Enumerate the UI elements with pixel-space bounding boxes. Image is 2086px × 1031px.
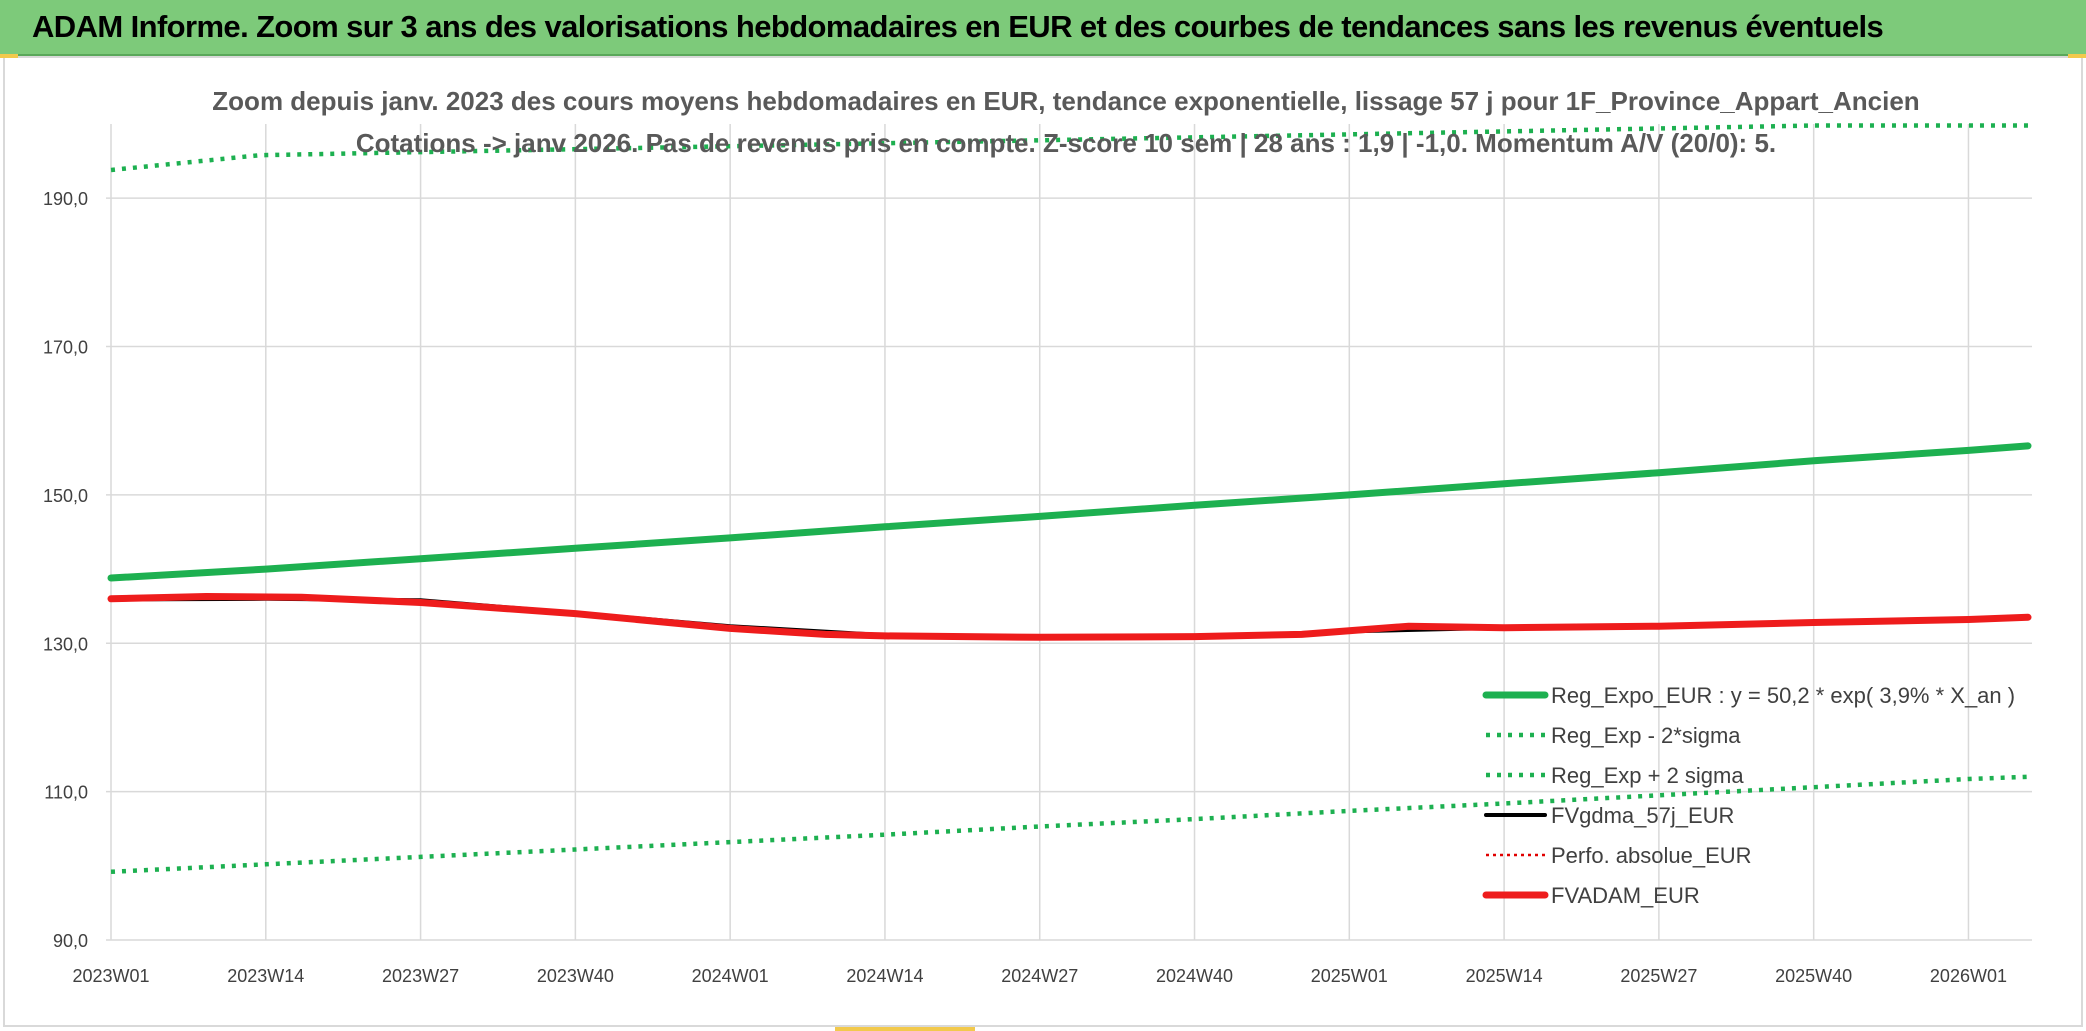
y-tick-label: 110,0 bbox=[44, 783, 88, 803]
report-banner: ADAM Informe. Zoom sur 3 ans des valoris… bbox=[0, 0, 2086, 56]
legend-entry: Reg_Exp + 2 sigma bbox=[1551, 763, 1744, 788]
chart-frame bbox=[3, 56, 2083, 1027]
y-axis-tick-labels: 90,0 110,0 130,0 150,0 170,0 190,0 bbox=[43, 189, 88, 951]
x-tick-label: 2023W01 bbox=[72, 966, 149, 986]
legend-entry: FVgdma_57j_EUR bbox=[1551, 803, 1734, 828]
y-tick-label: 190,0 bbox=[43, 189, 88, 209]
y-tick-label: 90,0 bbox=[53, 931, 88, 951]
legend-entry: Perfo. absolue_EUR bbox=[1551, 843, 1752, 868]
chart-title-line-2: Cotations -> janv 2026. Pas de revenus p… bbox=[356, 128, 1776, 158]
x-tick-label: 2024W27 bbox=[1001, 966, 1078, 986]
y-tick-label: 170,0 bbox=[43, 338, 88, 358]
x-tick-label: 2025W27 bbox=[1620, 966, 1697, 986]
x-tick-label: 2024W14 bbox=[846, 966, 923, 986]
x-tick-label: 2023W27 bbox=[382, 966, 459, 986]
chart-series bbox=[107, 123, 2032, 875]
legend-entry: FVADAM_EUR bbox=[1551, 883, 1700, 908]
chart-legend: Reg_Expo_EUR : y = 50,2 * exp( 3,9% * X_… bbox=[1482, 683, 2015, 908]
x-tick-label: 2025W14 bbox=[1466, 966, 1543, 986]
x-tick-label: 2025W40 bbox=[1775, 966, 1852, 986]
y-tick-label: 150,0 bbox=[43, 486, 88, 506]
report-banner-title: ADAM Informe. Zoom sur 3 ans des valoris… bbox=[32, 9, 1884, 44]
x-tick-label: 2023W40 bbox=[537, 966, 614, 986]
x-tick-label: 2023W14 bbox=[227, 966, 304, 986]
y-tick-label: 130,0 bbox=[43, 634, 88, 654]
chart-grid bbox=[106, 124, 2032, 941]
frame-corner-bottom-center bbox=[835, 1027, 975, 1031]
x-tick-label: 2024W01 bbox=[692, 966, 769, 986]
x-tick-label: 2025W01 bbox=[1311, 966, 1388, 986]
series-line bbox=[110, 123, 2028, 173]
x-axis-tick-labels: 2023W01 2023W14 2023W27 2023W40 2024W01 2024W… bbox=[72, 966, 2007, 986]
x-tick-label: 2026W01 bbox=[1930, 966, 2007, 986]
frame-corner-top-right bbox=[2068, 54, 2086, 58]
series-line bbox=[107, 593, 2032, 641]
x-tick-label: 2024W40 bbox=[1156, 966, 1233, 986]
legend-entry: Reg_Expo_EUR : y = 50,2 * exp( 3,9% * X_… bbox=[1551, 683, 2015, 708]
chart-title-line-1: Zoom depuis janv. 2023 des cours moyens … bbox=[212, 86, 1919, 116]
frame-corner-top-left bbox=[0, 54, 18, 58]
series-line bbox=[107, 442, 2032, 582]
legend-entry: Reg_Exp - 2*sigma bbox=[1551, 723, 1741, 748]
